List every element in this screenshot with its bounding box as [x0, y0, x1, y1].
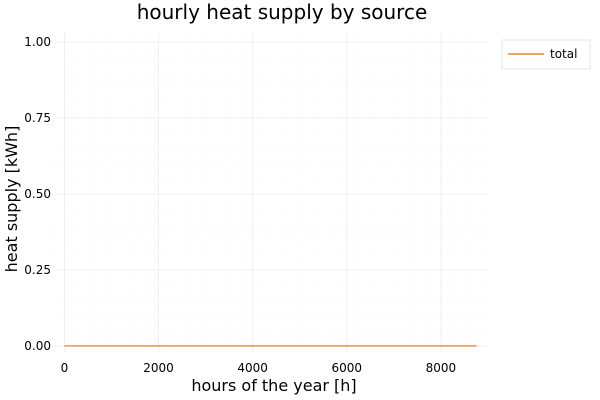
x-tick-label: 0 — [61, 361, 69, 375]
legend: total — [501, 39, 591, 70]
chart-title: hourly heat supply by source — [137, 0, 428, 24]
y-tick-label: 0.50 — [24, 187, 51, 201]
x-tick-label: 8000 — [426, 361, 457, 375]
y-tick-label: 0.00 — [24, 339, 51, 353]
x-tick-label: 2000 — [143, 361, 174, 375]
x-axis-label: hours of the year [h] — [191, 376, 356, 395]
legend-entry-total: total — [550, 47, 577, 61]
grid — [54, 33, 489, 352]
x-tick-label: 6000 — [332, 361, 363, 375]
y-tick-label: 1.00 — [24, 35, 51, 49]
y-tick-label: 0.75 — [24, 111, 51, 125]
y-axis-label: heat supply [kWh] — [2, 126, 21, 273]
tick-labels: 0 2000 4000 6000 8000 0.00 0.25 0.50 0.75 1.00 — [24, 35, 456, 375]
x-tick-label: 4000 — [237, 361, 268, 375]
y-tick-label: 0.25 — [24, 263, 51, 277]
